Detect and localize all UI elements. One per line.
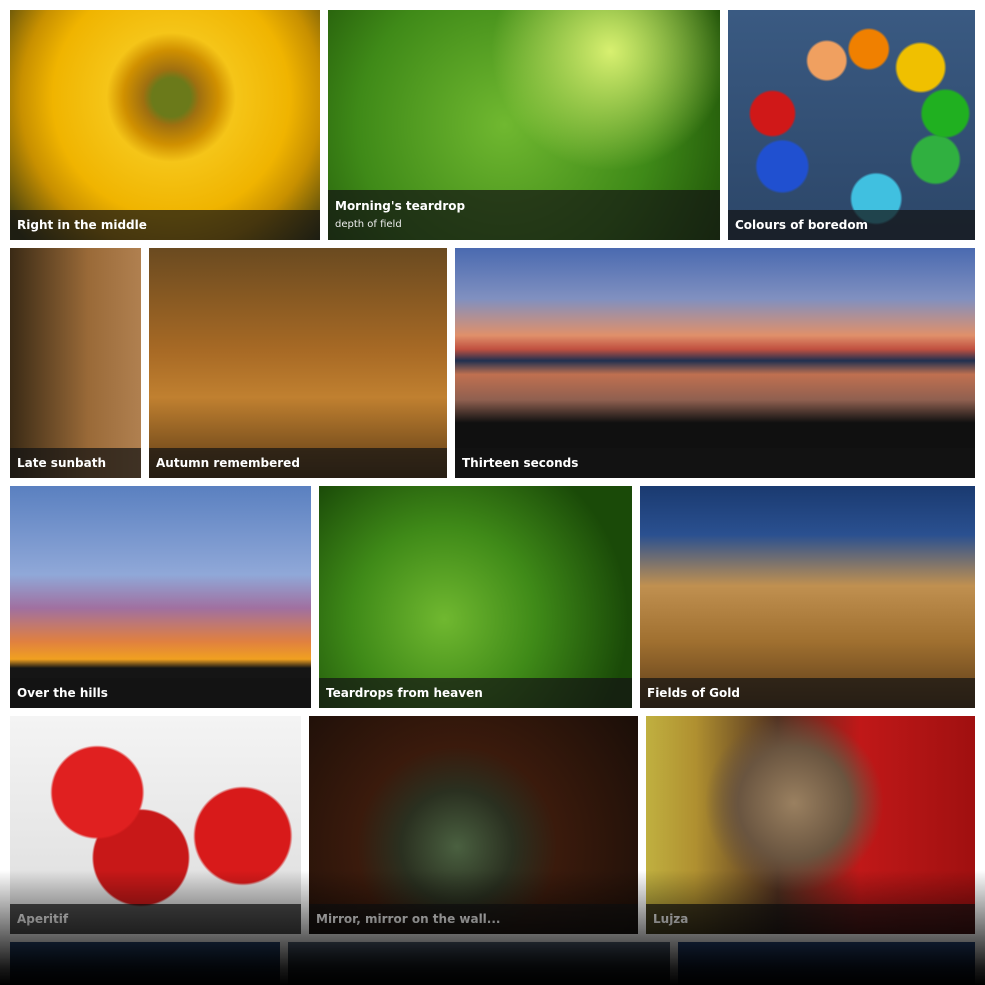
caption-bar: Colours of boredom	[728, 210, 975, 240]
photo-title: Colours of boredom	[735, 218, 869, 232]
caption-bar: Right in the middle	[10, 210, 320, 240]
photo-title: Thirteen seconds	[462, 456, 579, 470]
photo-title: Teardrops from heaven	[326, 686, 483, 700]
photo-tile[interactable]: Teardrops from heaven	[319, 486, 632, 708]
photo-tile[interactable]: Fields of Gold	[640, 486, 975, 708]
caption-bar: Thirteen seconds	[455, 448, 975, 478]
caption-bar: Late sunbath	[10, 448, 141, 478]
photo-tile[interactable]: Over the hills	[10, 486, 311, 708]
photo-title: Late sunbath	[17, 456, 106, 470]
photo-title: Fields of Gold	[647, 686, 740, 700]
photo-title: Over the hills	[17, 686, 108, 700]
photo-tile[interactable]: Morning's teardrop depth of field	[328, 10, 720, 240]
photo-tile[interactable]: Autumn remembered	[149, 248, 447, 478]
caption-bar: Over the hills	[10, 678, 311, 708]
photo-title: Autumn remembered	[156, 456, 300, 470]
caption-bar: Morning's teardrop depth of field	[328, 190, 720, 240]
caption-bar: Fields of Gold	[640, 678, 975, 708]
photo-title: Right in the middle	[17, 218, 147, 232]
photo-tile[interactable]: Late sunbath	[10, 248, 141, 478]
photo-title: Morning's teardrop	[335, 199, 466, 213]
bottom-fade	[0, 870, 985, 985]
caption-bar: Autumn remembered	[149, 448, 447, 478]
photo-tile[interactable]: Colours of boredom	[728, 10, 975, 240]
photo-subtitle: depth of field	[335, 219, 402, 230]
photo-tile[interactable]: Thirteen seconds	[455, 248, 975, 478]
caption-bar: Teardrops from heaven	[319, 678, 632, 708]
photo-tile[interactable]: Right in the middle	[10, 10, 320, 240]
